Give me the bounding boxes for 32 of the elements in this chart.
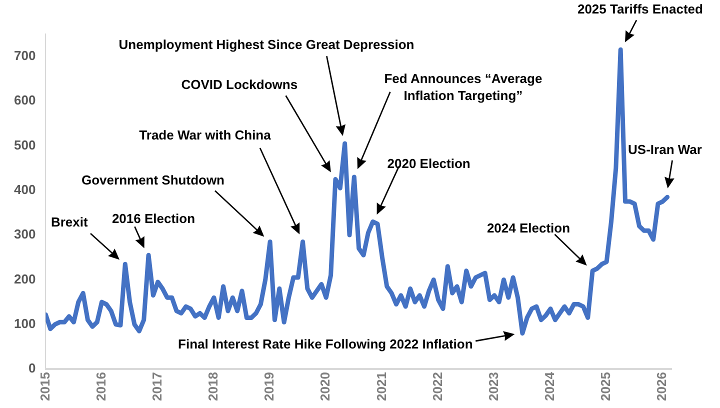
annotation: Government Shutdown — [82, 172, 225, 188]
y-tick-label: 200 — [14, 271, 36, 286]
x-tick-label: 2018 — [206, 372, 221, 401]
annotation: 2024 Election — [486, 220, 570, 236]
x-tick-label: 2016 — [93, 372, 108, 401]
annotation: 2020 Election — [387, 156, 470, 172]
y-tick-label: 600 — [14, 92, 36, 108]
y-tick-label: 0 — [28, 360, 36, 376]
x-tick-label: 2015 — [37, 372, 52, 401]
x-tick-label: 2026 — [654, 372, 670, 401]
annotation: Brexit — [50, 214, 88, 230]
x-tick-label: 2019 — [262, 372, 277, 401]
x-tick-label: 2024 — [542, 371, 558, 401]
annotation: COVID Lockdowns — [181, 77, 298, 92]
y-tick-label: 500 — [14, 137, 36, 152]
annotation: 2016 Election — [112, 210, 196, 226]
x-tick-label: 2025 — [598, 372, 614, 401]
y-tick-label: 700 — [14, 48, 36, 63]
annotation: Final Interest Rate Hike Following 2022 Inflation — [178, 336, 473, 352]
y-tick-label: 300 — [14, 226, 36, 242]
y-tick-label: 400 — [14, 182, 36, 197]
x-tick-label: 2017 — [149, 372, 164, 401]
x-tick-label: 2022 — [430, 372, 445, 401]
annotation: Fed Announces “Average Inflation Targeting” — [384, 70, 542, 103]
annotation: Trade War with China — [139, 128, 272, 143]
x-tick-label: 2023 — [486, 372, 501, 401]
text: 2025 Tariffs Enacted — [577, 1, 703, 16]
x-tick-label: 2020 — [318, 372, 333, 401]
x-tick-label: 2021 — [374, 372, 389, 401]
y-tick-label: 100 — [14, 316, 36, 331]
annotation: Unemployment Highest Since Great Depression — [118, 37, 414, 52]
annotation: US-Iran War — [628, 142, 702, 157]
